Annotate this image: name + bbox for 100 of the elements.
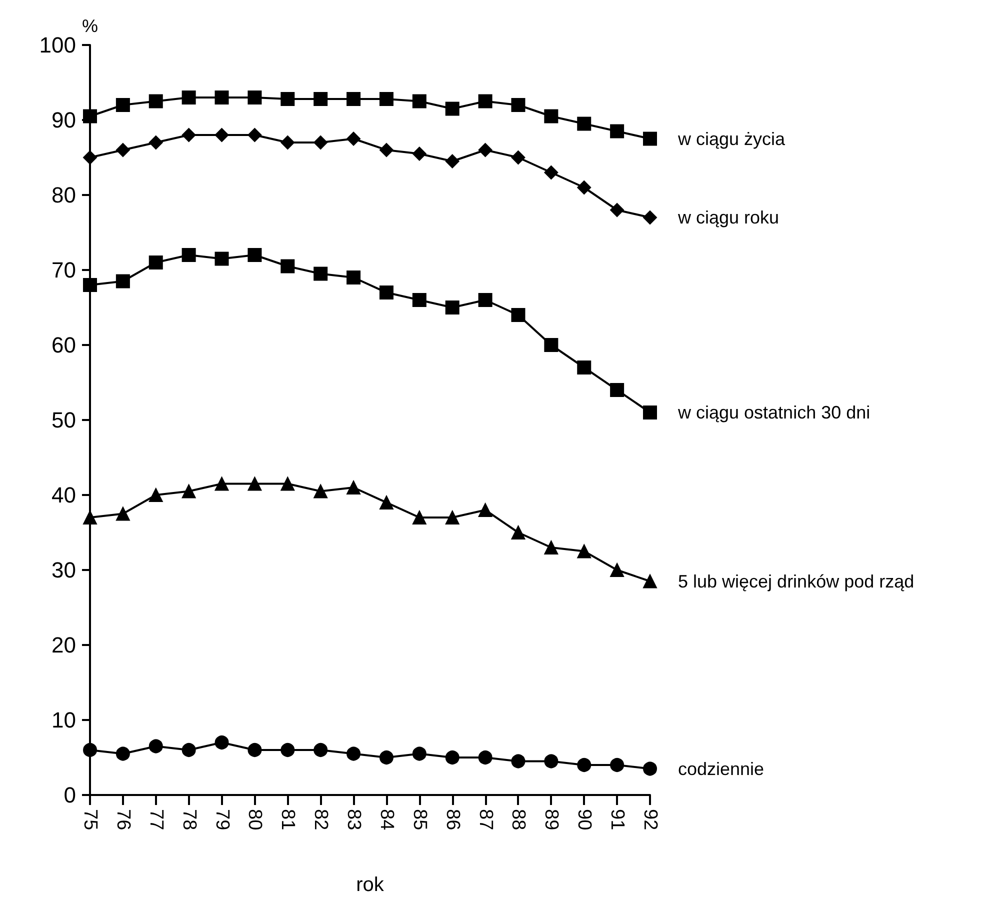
x-tick-label: 84 [376,809,397,831]
point [116,98,130,112]
point [280,476,295,491]
point [478,503,492,517]
y-tick-label: 20 [52,632,76,658]
point [182,248,196,262]
point [478,293,492,307]
point [379,750,394,764]
point [412,293,426,307]
point [314,266,328,281]
point [412,146,426,161]
point [643,574,657,588]
series-label: codziennie [678,758,764,779]
point [610,563,624,577]
x-tick-label: 82 [310,809,332,830]
point [248,248,262,262]
point [544,338,558,352]
x-axis-title: rok [356,874,385,896]
point [445,750,460,764]
point [182,90,196,104]
x-tick-label: 80 [244,809,266,830]
point [83,743,97,757]
point [379,143,394,157]
point [314,136,328,150]
point [379,286,394,300]
x-tick-label: 83 [343,809,364,830]
point [214,476,229,491]
point [643,406,657,420]
point [248,476,262,491]
point [478,94,492,108]
series-label: w ciągu ostatnich 30 dni [677,402,870,422]
point [182,484,196,498]
point [412,94,426,108]
x-tick-label: 78 [178,809,200,830]
x-tick-label: 86 [442,809,463,830]
point [314,92,328,106]
point [116,506,130,521]
point [610,383,624,397]
point [544,540,558,554]
point [544,754,558,768]
x-tick-label: 92 [640,809,660,830]
x-tick-label: 79 [211,809,232,830]
y-tick-label: 50 [52,408,76,432]
point [511,308,526,322]
x-tick-label: 87 [474,809,496,830]
point [412,510,426,524]
point [148,488,163,502]
point [214,90,229,104]
x-tick-label: 77 [145,809,166,830]
point [412,746,426,761]
point [577,116,592,131]
point [116,143,130,157]
point [346,480,361,494]
x-tick-label: 90 [574,809,595,830]
point [445,102,460,116]
point [346,270,361,284]
x-tick-label: 88 [508,809,529,830]
y-tick-label: 100 [39,32,76,58]
point [83,510,97,524]
point [610,758,624,772]
point [511,526,526,540]
point [248,128,262,142]
point [379,496,394,510]
point [610,203,624,217]
point [643,132,657,146]
point [314,484,328,498]
point [511,150,526,164]
y-tick-label: 90 [52,108,76,132]
point [280,136,295,150]
point [478,143,492,157]
point [478,750,492,764]
point [116,746,130,761]
point [643,762,657,776]
point [148,136,163,150]
point [182,743,196,757]
point [577,544,592,558]
point [248,743,262,757]
point [445,510,460,524]
point [248,90,262,104]
x-tick-label: 89 [540,809,562,830]
point [314,743,328,757]
point [83,150,97,164]
point [577,758,592,772]
point [182,128,196,142]
point [280,259,295,274]
point [280,92,295,106]
series-label: w ciągu życia [677,128,786,149]
y-tick-label: 0 [64,782,76,808]
x-tick-label: 75 [80,809,100,830]
y-axis-title: % [82,16,98,36]
x-tick-label: 81 [277,809,298,830]
series-label: 5 lub więcej drinków pod rząd [678,571,914,592]
point [280,743,295,757]
point [511,98,526,112]
y-tick-label: 80 [52,182,76,208]
y-tick-label: 70 [52,258,76,282]
point [511,754,526,768]
point [445,154,460,168]
point [148,739,163,754]
point [214,736,229,750]
